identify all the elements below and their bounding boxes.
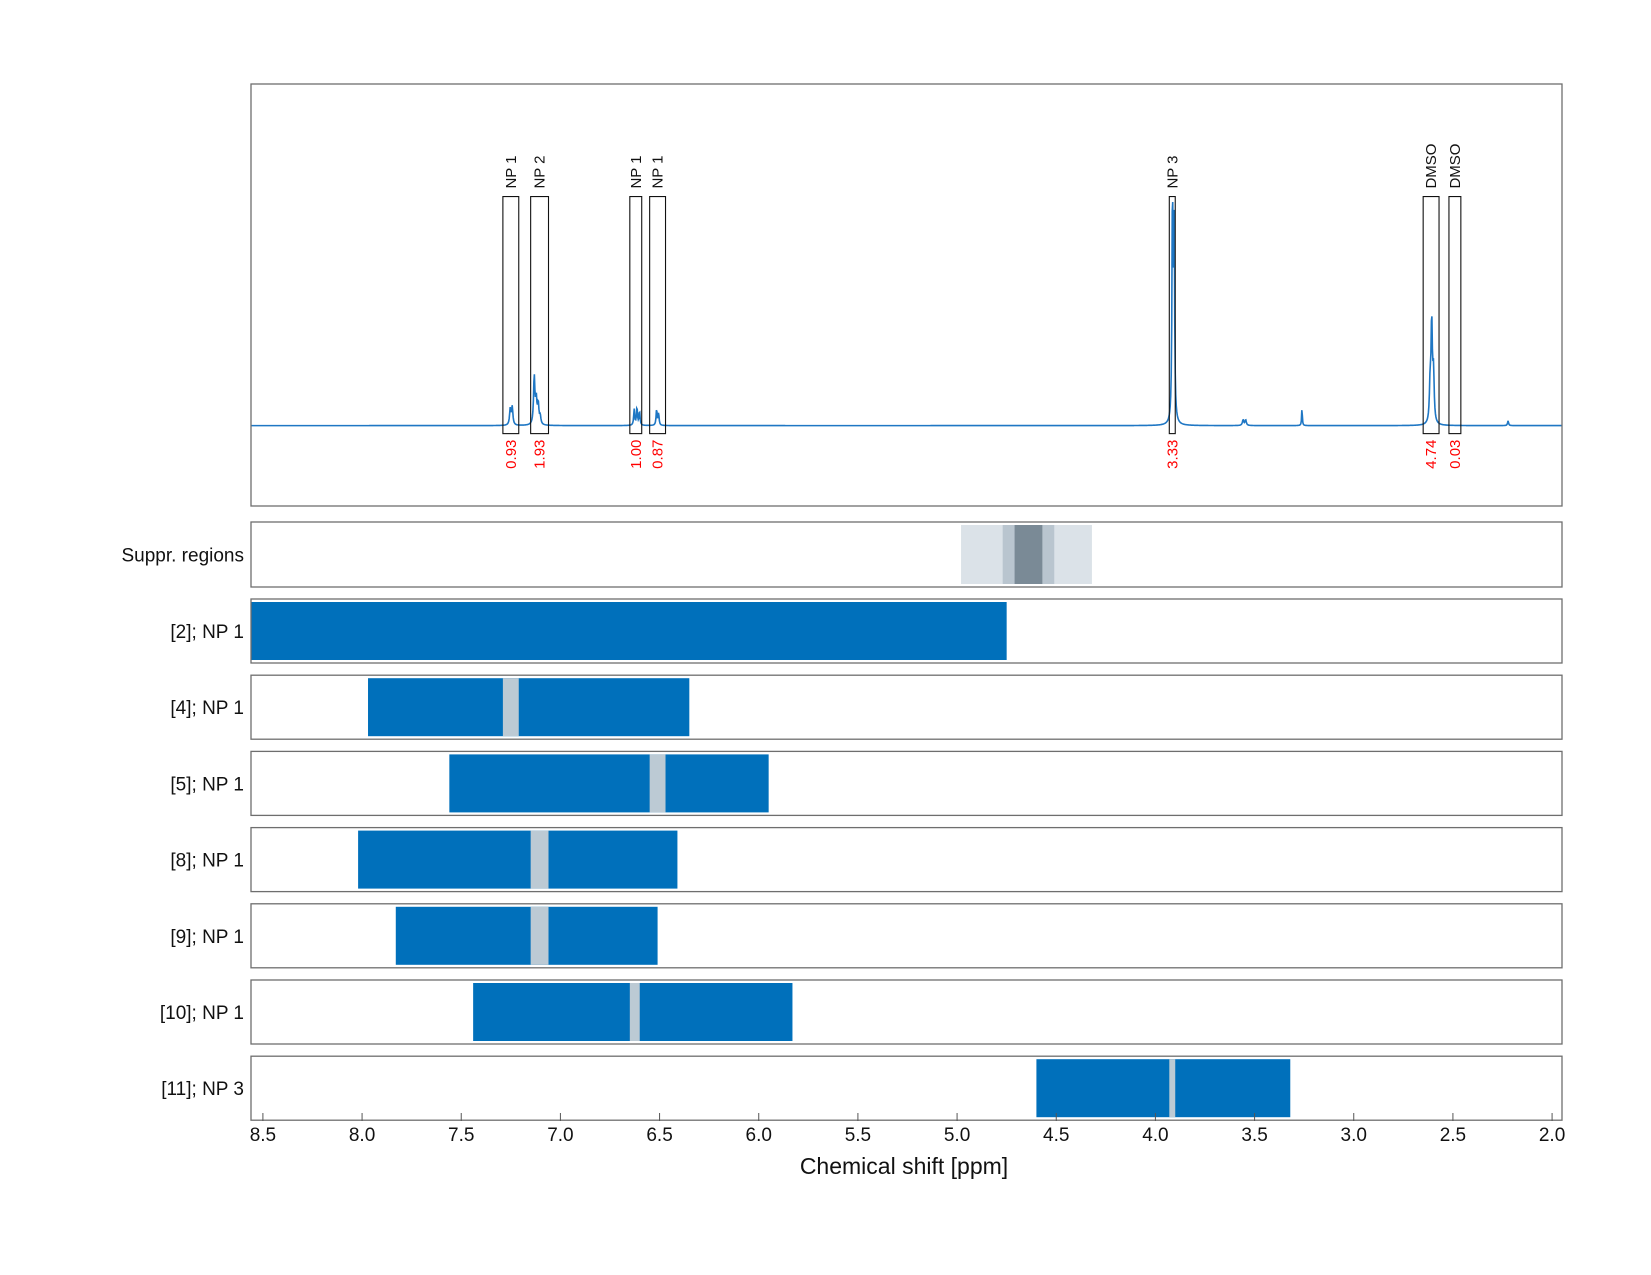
assignment-row-label: [8]; NP 1 (170, 851, 244, 872)
assignment-bar (251, 602, 1007, 660)
assignment-row-frame (250, 979, 1563, 1045)
assignment-row-label: [9]; NP 1 (170, 927, 244, 948)
assignment-row: [10]; NP 1 (160, 979, 1563, 1045)
integration-region-label: NP 2 (532, 155, 549, 188)
assignment-row-frame (250, 826, 1563, 893)
integral-value: 1.00 (628, 440, 645, 469)
integration-region-box (1448, 196, 1462, 435)
assignment-row-frame (250, 1055, 1563, 1121)
x-tick-label: 7.5 (448, 1125, 474, 1146)
spectrum-panel: NP 1 0.93 NP 2 1.93 NP 1 1.00 NP 1 0.87 NP 3 3.33… (250, 83, 1563, 507)
x-tick-label: 4.0 (1142, 1125, 1168, 1146)
integral-value: 0.03 (1447, 440, 1464, 469)
integration-region-box (1168, 196, 1176, 435)
x-tick-label: 5.0 (944, 1125, 970, 1146)
integration-region-box (502, 196, 520, 435)
x-tick-label: 8.5 (250, 1125, 276, 1146)
x-tick-label: 8.0 (349, 1125, 375, 1146)
integration-region-label: NP 1 (650, 155, 667, 188)
assignment-row-label: [11]; NP 3 (161, 1079, 244, 1100)
assignment-bar (1036, 1059, 1291, 1118)
assignment-gap (649, 754, 666, 813)
integration-region-label: DMSO (1447, 144, 1464, 189)
assignment-row: [4]; NP 1 (170, 674, 1563, 740)
integration-region-label: NP 1 (628, 155, 645, 188)
suppression-panel-frame (250, 521, 1563, 588)
spectrum-panel-background (251, 84, 1562, 506)
spectrum-trace (251, 201, 1562, 427)
assignment-row: [2]; NP 1 (170, 598, 1563, 664)
x-axis: 8.5 8.0 7.5 7.0 6.5 6.0 5.5 5.0 4.5 4.0 3.5 3.0 2.5 2… (250, 1113, 1565, 1146)
x-tick-label: 7.0 (547, 1125, 573, 1146)
x-tick-label: 2.5 (1440, 1125, 1466, 1146)
assignment-gap (1169, 1059, 1176, 1118)
x-tick-label: 6.0 (746, 1125, 772, 1146)
x-tick-label: 5.5 (845, 1125, 871, 1146)
integral-value: 3.33 (1164, 440, 1181, 469)
assignment-gap (502, 678, 519, 737)
integration-region-label: NP 1 (503, 155, 520, 188)
x-tick-label: 3.5 (1241, 1125, 1267, 1146)
assignment-row: [8]; NP 1 (170, 826, 1563, 893)
suppression-label: Suppr. regions (121, 546, 244, 567)
assignment-bar (449, 754, 769, 813)
integration-region-label: NP 3 (1164, 155, 1181, 188)
assignment-row: [9]; NP 1 (170, 903, 1563, 969)
integration-region-box (1422, 196, 1440, 435)
spectrum-panel-frame (250, 83, 1563, 507)
assignment-gap (629, 983, 640, 1041)
assignment-row-label: [10]; NP 1 (160, 1003, 244, 1024)
x-axis-title: Chemical shift [ppm] (800, 1153, 1008, 1179)
x-tick-label: 3.0 (1341, 1125, 1367, 1146)
integral-value: 1.93 (532, 440, 549, 469)
integration-region-box (649, 196, 667, 435)
assignment-row-label: [4]; NP 1 (170, 698, 244, 719)
x-tick-label: 6.5 (646, 1125, 672, 1146)
assignment-row: [11]; NP 3 (161, 1055, 1563, 1121)
x-tick-label: 2.0 (1539, 1125, 1565, 1146)
x-tick-label: 4.5 (1043, 1125, 1069, 1146)
assignment-row: [5]; NP 1 (170, 750, 1563, 817)
integration-region-box (629, 196, 643, 435)
suppression-panel: Suppr. regions (121, 521, 1563, 588)
assignment-gap (530, 906, 549, 965)
suppression-region (1014, 525, 1043, 584)
integral-value: 0.87 (650, 440, 667, 469)
assignment-bar (368, 678, 690, 737)
assignment-row-frame (250, 674, 1563, 740)
assignment-row-frame (250, 903, 1563, 969)
assignment-gap (530, 830, 549, 889)
assignment-row-label: [5]; NP 1 (170, 774, 244, 795)
assignment-bar (395, 906, 658, 965)
assignment-row-frame (250, 598, 1563, 664)
assignment-row-label: [2]; NP 1 (170, 622, 244, 643)
integration-region-label: DMSO (1423, 144, 1440, 189)
integration-region-box (530, 196, 550, 435)
assignment-bar (358, 830, 678, 889)
integral-value: 4.74 (1423, 440, 1440, 469)
assignment-rows: [2]; NP 1 [4]; NP 1 [5]; NP 1 [8]; NP 1 [9];… (160, 598, 1563, 1121)
integral-value: 0.93 (503, 440, 520, 469)
assignment-row-frame (250, 750, 1563, 817)
